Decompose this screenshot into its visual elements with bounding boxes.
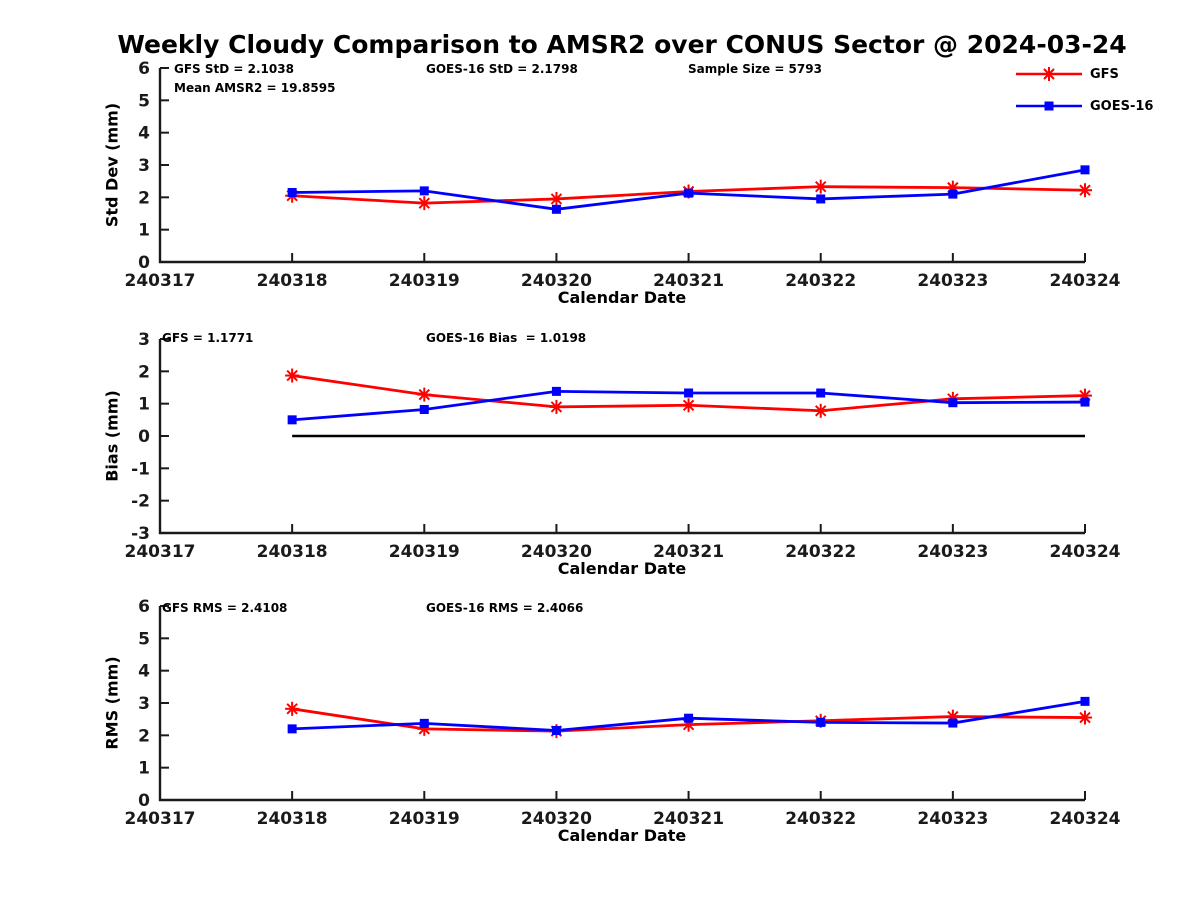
- svg-text:2: 2: [138, 362, 150, 382]
- figure-title: Weekly Cloudy Comparison to AMSR2 over C…: [117, 30, 1127, 59]
- svg-text:240320: 240320: [521, 271, 592, 291]
- legend: GFS GOES-16: [1016, 65, 1153, 115]
- stddev-y-axis-label: Std Dev (mm): [102, 102, 122, 228]
- svg-text:240324: 240324: [1050, 809, 1121, 829]
- bias-gfs-annotation: GFS = 1.1771: [162, 331, 254, 345]
- svg-text:240322: 240322: [785, 271, 856, 291]
- svg-text:240323: 240323: [917, 542, 988, 562]
- svg-text:240323: 240323: [917, 809, 988, 829]
- rms-gfs-annotation: GFS RMS = 2.4108: [162, 601, 288, 615]
- svg-text:240324: 240324: [1050, 271, 1121, 291]
- svg-text:240318: 240318: [257, 542, 328, 562]
- svg-text:5: 5: [138, 629, 150, 649]
- svg-text:0: 0: [138, 791, 150, 811]
- svg-text:240321: 240321: [653, 542, 724, 562]
- svg-text:240324: 240324: [1050, 542, 1121, 562]
- svg-text:240319: 240319: [389, 542, 460, 562]
- rms-y-axis-label: RMS (mm): [102, 656, 122, 750]
- gfs-line-marker-swatch: [1016, 67, 1082, 81]
- svg-text:240323: 240323: [917, 271, 988, 291]
- stddev-mean-amsr2-annotation: Mean AMSR2 = 19.8595: [174, 81, 336, 95]
- svg-text:240321: 240321: [653, 809, 724, 829]
- svg-text:-1: -1: [131, 459, 150, 479]
- legend-item-gfs: GFS: [1016, 65, 1153, 83]
- svg-text:1: 1: [138, 395, 150, 415]
- svg-text:240319: 240319: [389, 809, 460, 829]
- bias-x-axis-label: Calendar Date: [557, 559, 687, 578]
- svg-text:0: 0: [138, 427, 150, 447]
- svg-text:4: 4: [138, 662, 150, 682]
- rms-x-axis-label: Calendar Date: [557, 826, 687, 845]
- svg-text:3: 3: [138, 694, 150, 714]
- svg-text:240318: 240318: [257, 271, 328, 291]
- stddev-plot: 0 1 2 3 4 5 6 240317 240318 240319 240320 240321 240…: [125, 59, 1121, 291]
- svg-text:240317: 240317: [125, 542, 196, 562]
- svg-text:6: 6: [138, 59, 150, 79]
- legend-label-gfs: GFS: [1090, 66, 1119, 82]
- svg-text:240317: 240317: [125, 809, 196, 829]
- stddev-x-axis-label: Calendar Date: [557, 288, 687, 307]
- svg-text:1: 1: [138, 221, 150, 241]
- svg-text:240322: 240322: [785, 809, 856, 829]
- svg-text:240322: 240322: [785, 542, 856, 562]
- svg-text:6: 6: [138, 597, 150, 617]
- svg-text:-3: -3: [131, 524, 150, 544]
- sample-size-annotation: Sample Size = 5793: [688, 62, 822, 76]
- svg-text:4: 4: [138, 124, 150, 144]
- legend-item-goes16: GOES-16: [1016, 97, 1153, 115]
- stddev-goes16-annotation: GOES-16 StD = 2.1798: [426, 62, 578, 76]
- svg-text:-2: -2: [131, 492, 150, 512]
- svg-text:240320: 240320: [521, 809, 592, 829]
- svg-text:3: 3: [138, 156, 150, 176]
- svg-text:240321: 240321: [653, 271, 724, 291]
- svg-text:1: 1: [138, 759, 150, 779]
- legend-label-goes16: GOES-16: [1090, 98, 1154, 114]
- rms-plot: 0 1 2 3 4 5 6 240317 240318 240319 240320 240321 240…: [125, 597, 1121, 829]
- svg-text:5: 5: [138, 91, 150, 111]
- rms-goes16-annotation: GOES-16 RMS = 2.4066: [426, 601, 584, 615]
- bias-goes16-annotation: GOES-16 Bias = 1.0198: [426, 331, 587, 345]
- svg-text:0: 0: [138, 253, 150, 273]
- svg-text:2: 2: [138, 726, 150, 746]
- svg-text:240319: 240319: [389, 271, 460, 291]
- bias-plot: -3 -2 -1 0 1 2 3 240317 240318 240319 240320 240321…: [125, 330, 1121, 562]
- svg-text:2: 2: [138, 188, 150, 208]
- svg-text:240317: 240317: [125, 271, 196, 291]
- bias-y-axis-label: Bias (mm): [102, 390, 122, 482]
- goes16-line-marker-swatch: [1016, 101, 1082, 111]
- svg-text:240318: 240318: [257, 809, 328, 829]
- svg-text:3: 3: [138, 330, 150, 350]
- svg-text:240320: 240320: [521, 542, 592, 562]
- stddev-gfs-annotation: GFS StD = 2.1038: [174, 62, 294, 76]
